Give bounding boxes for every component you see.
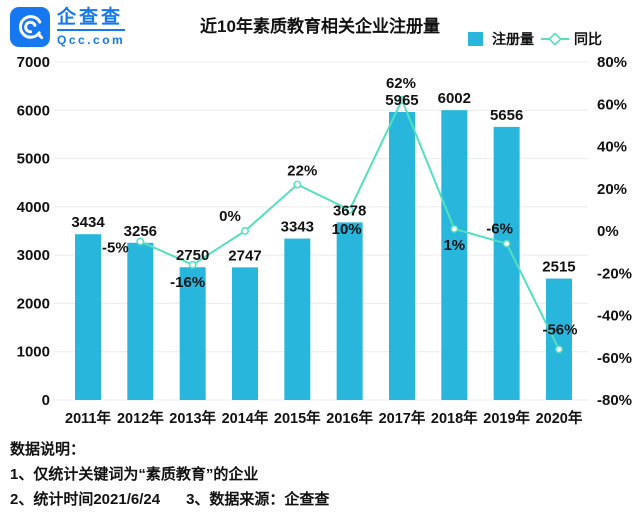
yoy-marker [345,205,354,214]
x-axis-tick-label: 2016年 [326,409,373,427]
logo-brand-text: 企查查 [57,8,126,31]
bar [75,234,101,400]
x-axis-tick-label: 2018年 [431,409,478,427]
bar-value-label: 5656 [490,107,523,124]
notes-line-2a: 2、统计时间2021/6/24 [10,491,161,508]
x-axis-tick-label: 2020年 [536,409,583,427]
bar-value-label: 2750 [176,247,209,264]
bar [127,242,154,400]
bar-value-label: 2515 [542,259,575,276]
yoy-marker [555,345,563,354]
yoy-value-label: 62% [386,75,416,92]
percent-axis-tick-label: -20% [597,265,632,282]
chart-legend: 注册量 同比 [468,29,602,49]
yoy-value-label: 10% [332,221,362,238]
x-axis-tick-label: 2019年 [483,409,530,427]
y-axis-tick-label: 7000 [17,54,50,71]
legend-line-label: 同比 [574,31,602,47]
bar [336,222,363,400]
percent-axis-tick-label: 20% [597,181,627,198]
qcc-logo-icon [10,7,50,47]
bar [284,238,311,400]
bar-value-label: 3434 [71,214,105,231]
bar-value-label: 3343 [281,219,314,236]
yoy-marker [293,180,302,189]
percent-axis-tick-label: 40% [597,139,627,156]
x-axis-tick-label: 2011年 [65,409,111,427]
bar [231,267,258,400]
yoy-marker [136,237,145,246]
notes-line-2b: 3、数据来源：企查查 [186,491,330,508]
logo-domain-text: Qcc.com [57,33,126,47]
legend-line-marker-icon [541,33,569,45]
bar-value-label: 6002 [438,90,471,107]
bar [493,126,520,400]
qcc-logo: 企查查 Qcc.com [10,7,126,47]
percent-axis-tick-label: -60% [597,350,632,367]
y-axis-tick-label: 0 [42,392,50,409]
y-axis-tick-label: 5000 [17,151,50,168]
bar [179,267,206,400]
bar-value-label: 3256 [124,223,157,240]
y-axis-tick-label: 4000 [17,199,50,216]
percent-axis-tick-label: -80% [597,392,632,409]
bar-value-label: 3678 [333,202,366,219]
percent-axis-tick-label: 80% [597,54,627,71]
bar [545,278,572,400]
bar-value-label: 5965 [385,92,418,109]
yoy-marker [398,96,406,104]
legend-bar-swatch [468,32,483,46]
yoy-value-label: -5% [102,240,129,257]
yoy-marker [450,224,459,233]
x-axis-tick-label: 2014年 [222,409,269,427]
bar [441,110,468,400]
x-axis-tick-label: 2013年 [169,409,216,427]
y-axis-tick-label: 2000 [17,295,50,312]
yoy-value-label: 0% [219,208,241,225]
y-axis-tick-label: 3000 [17,247,50,264]
notes-heading: 数据说明： [10,441,86,458]
y-axis-tick-label: 1000 [17,344,50,361]
chart-title: 近10年素质教育相关企业注册量 [200,17,440,36]
percent-axis-tick-label: -40% [597,308,632,325]
yoy-value-label: 22% [287,162,317,179]
percent-axis-tick-label: 60% [597,96,627,113]
legend-bar-label: 注册量 [492,31,534,47]
yoy-marker [188,260,197,269]
yoy-value-label: 1% [443,237,465,254]
bar [388,111,415,401]
chart-canvas: 7000 6000 5000 4000 3000 2000 1000 0 80% 60% 40% 20… [17,54,632,427]
x-axis-tick-label: 2015年 [274,409,321,427]
bar-value-label: 2747 [228,247,261,264]
notes-line-2: 2、统计时间2021/6/24 3、数据来源：企查查 [10,487,329,512]
yoy-value-label: -16% [170,274,205,291]
yoy-marker [502,239,511,248]
yoy-value-label: -6% [486,221,513,238]
yoy-value-label: -56% [542,321,577,338]
yoy-marker [241,227,249,235]
notes-line-1: 1、仅统计关键词为“素质教育”的企业 [10,466,259,483]
y-axis-tick-label: 6000 [17,102,50,119]
x-axis-tick-label: 2012年 [117,409,164,427]
x-axis-tick-label: 2017年 [379,409,426,427]
percent-axis-tick-label: 0% [597,223,619,240]
data-notes: 数据说明： 1、仅统计关键词为“素质教育”的企业 2、统计时间2021/6/24… [10,437,329,512]
